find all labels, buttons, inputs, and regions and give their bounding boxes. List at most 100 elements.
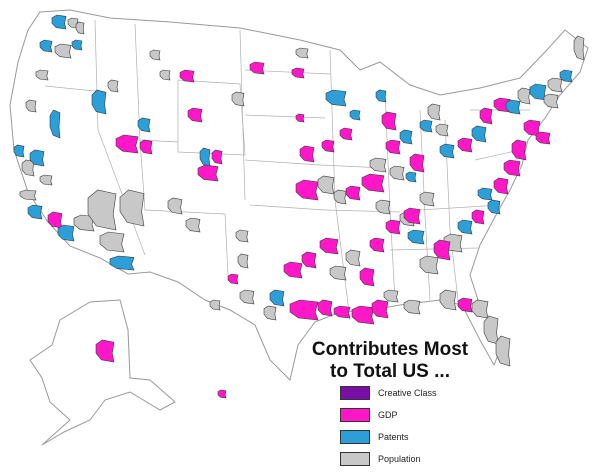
metro-area-gdp: [319, 237, 339, 255]
metro-area-population: [419, 191, 435, 207]
metro-area-gdp: [217, 389, 227, 399]
metro-area-population: [185, 217, 201, 233]
metro-area-patents: [199, 147, 211, 167]
legend-swatch: [340, 451, 370, 466]
legend-label: Creative Class: [378, 387, 437, 398]
legend-item-creative-class: Creative Class: [340, 384, 437, 401]
state-border: [249, 204, 326, 211]
map-title: Contributes Most to Total US ...: [300, 339, 480, 383]
metro-area-population: [159, 69, 171, 81]
metro-area-patents: [51, 14, 67, 30]
metro-area-gdp: [351, 305, 375, 325]
metro-area-patents: [137, 117, 151, 133]
state-border: [44, 85, 106, 93]
metro-area-population: [329, 265, 347, 281]
metro-area-gdp: [535, 131, 551, 145]
metro-area-population: [39, 174, 53, 186]
metro-area-population: [235, 229, 249, 243]
metro-area-gdp: [433, 239, 451, 261]
metro-area-gdp: [47, 211, 63, 229]
metro-area-population: [375, 199, 391, 215]
metro-area-patents: [71, 39, 83, 51]
metro-area-patents: [49, 109, 61, 139]
metro-area-gdp: [283, 261, 303, 279]
metro-area-population: [99, 231, 125, 253]
metro-area-patents: [407, 229, 425, 245]
legend-label: GDP: [378, 409, 398, 420]
metro-area-gdp: [317, 299, 333, 317]
metro-area-patents: [375, 89, 387, 103]
metro-area-gdp: [227, 273, 239, 285]
metro-area-gdp: [471, 209, 485, 225]
metro-area-gdp: [299, 145, 315, 163]
metro-area-population: [231, 91, 245, 107]
metro-area-population: [517, 87, 531, 105]
legend-item-population: Population: [340, 450, 437, 467]
metro-area-gdp: [457, 297, 473, 313]
metro-area-patents: [325, 89, 347, 107]
metro-area-patents: [399, 129, 413, 145]
state-border: [384, 89, 396, 301]
metro-area-population: [239, 289, 255, 305]
state-border: [239, 29, 246, 201]
state-border: [139, 139, 226, 215]
metro-area-population: [471, 299, 489, 319]
metro-area-patents: [269, 289, 285, 307]
legend-swatch: [340, 385, 370, 400]
metro-area-gdp: [95, 339, 115, 363]
state-border: [419, 204, 501, 211]
metro-area-patents: [13, 144, 25, 158]
metro-area-population: [333, 189, 347, 205]
metro-area-patents: [29, 149, 45, 167]
legend-label: Patents: [378, 431, 409, 442]
alaska-outline: [29, 299, 176, 446]
metro-area-gdp: [511, 139, 527, 161]
metro-area-patents: [439, 143, 455, 159]
metro-area-population: [317, 175, 335, 195]
metro-area-population: [54, 43, 72, 59]
metro-area-population: [19, 189, 37, 201]
metro-area-gdp: [385, 219, 401, 235]
state-border: [177, 79, 246, 156]
metro-area-patents: [39, 39, 53, 53]
metro-area-gdp: [289, 299, 319, 321]
metro-area-population: [119, 189, 145, 227]
metro-area-gdp: [321, 139, 335, 153]
legend-item-patents: Patents: [340, 428, 437, 445]
metro-area-patents: [27, 204, 43, 220]
metro-area-population: [439, 289, 457, 311]
metro-area-patents: [471, 125, 487, 143]
metro-area-population: [389, 165, 405, 181]
metro-area-gdp: [333, 305, 351, 319]
metro-area-population: [295, 47, 309, 59]
metro-area-population: [35, 69, 49, 81]
metro-area-gdp: [493, 177, 509, 195]
metro-area-gdp: [179, 69, 195, 83]
metro-area-population: [345, 249, 361, 267]
metro-area-population: [573, 35, 585, 61]
metro-area-gdp: [479, 107, 493, 125]
metro-area-gdp: [381, 111, 397, 131]
metro-area-gdp: [403, 207, 421, 225]
legend-swatch: [340, 407, 370, 422]
metro-area-patents: [405, 171, 417, 183]
metro-area-population: [75, 21, 85, 35]
legend-swatch: [340, 429, 370, 444]
metro-area-gdp: [295, 179, 319, 201]
metro-area-gdp: [361, 173, 385, 193]
state-border: [224, 213, 229, 276]
metro-area-population: [427, 103, 441, 121]
map-title-line-1: Contributes Most: [311, 339, 469, 360]
metro-area-patents: [109, 255, 135, 271]
map-title-line-2: to Total US ...: [330, 361, 450, 382]
metro-area-patents: [477, 187, 493, 201]
metro-area-gdp: [457, 137, 473, 153]
metro-area-population: [25, 99, 37, 113]
metro-area-gdp: [139, 139, 153, 155]
metro-area-patents: [505, 99, 521, 115]
metro-area-population: [543, 93, 559, 109]
metro-area-gdp: [385, 139, 401, 155]
metro-area-patents: [57, 224, 75, 242]
metro-area-patents: [91, 89, 107, 115]
